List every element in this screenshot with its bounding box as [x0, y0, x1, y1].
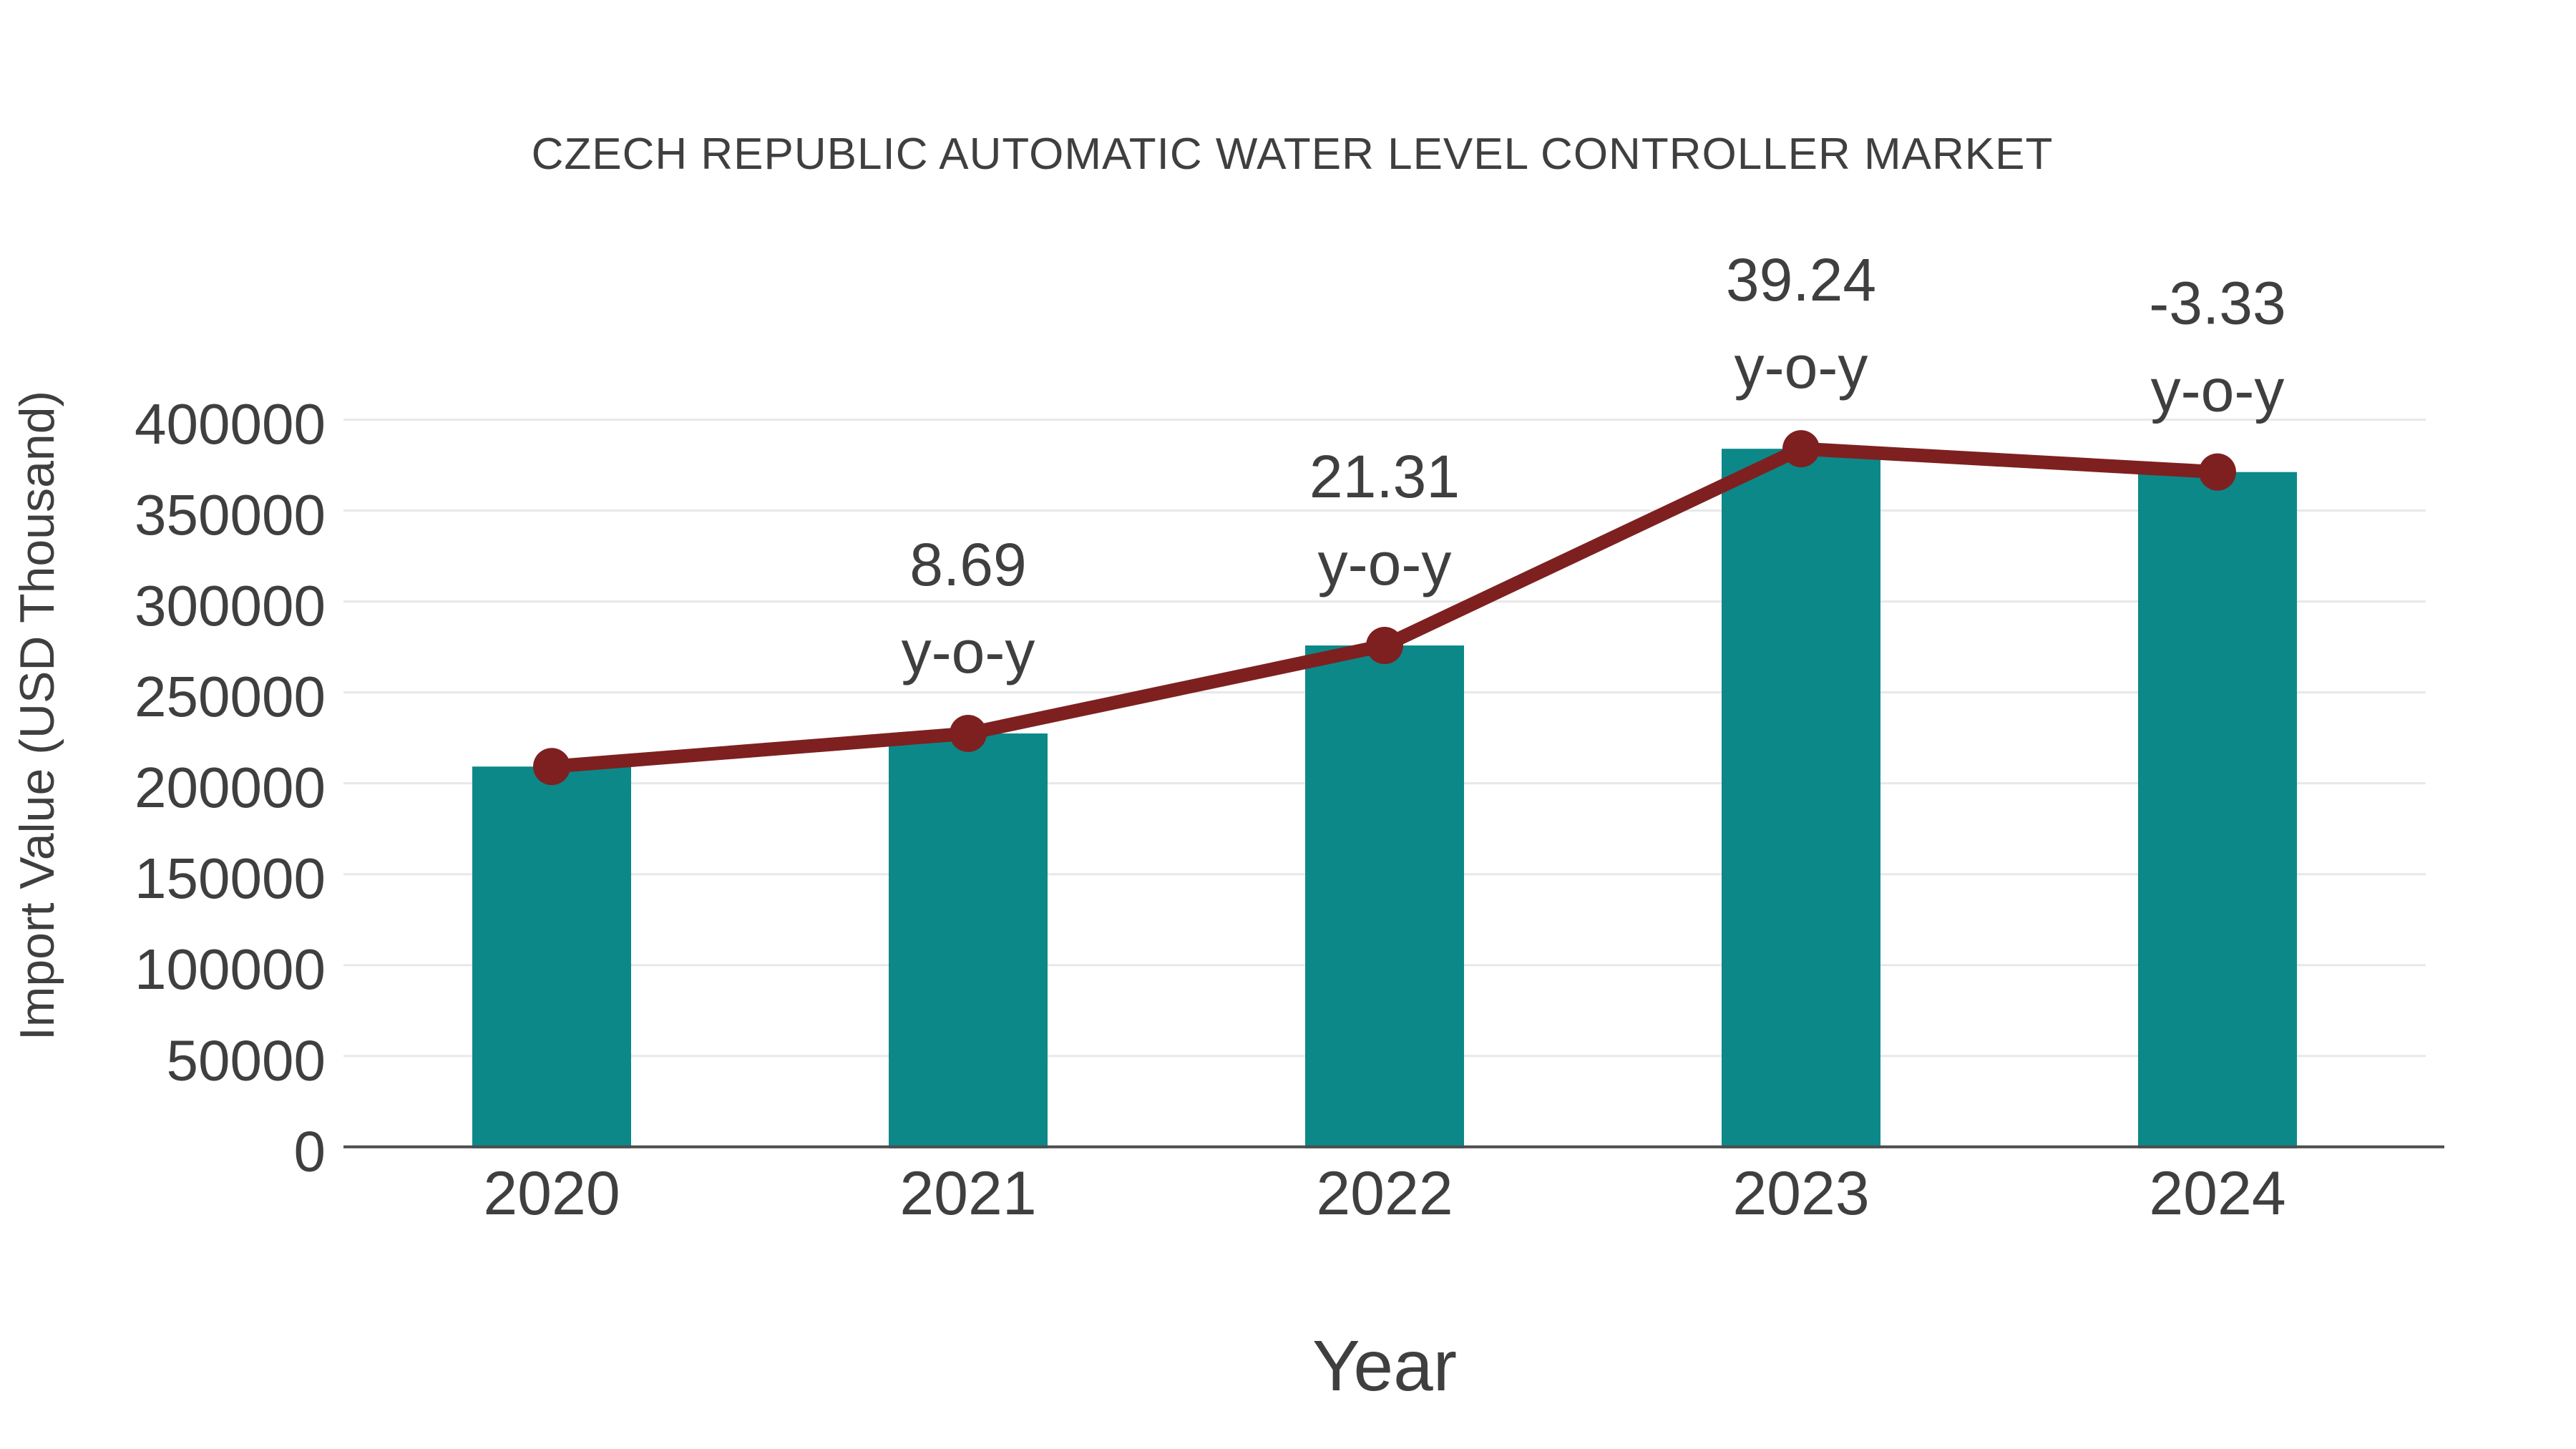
y-tick-label: 250000 [135, 665, 326, 728]
annotation-suffix-2021: y-o-y [902, 618, 1035, 686]
y-tick-label: 50000 [167, 1028, 326, 1092]
y-tick-label: 200000 [135, 756, 326, 819]
marker-2024 [2199, 453, 2236, 491]
x-tick-label: 2022 [1316, 1159, 1453, 1228]
bar-2022 [1305, 645, 1464, 1148]
x-axis-title: Year [1312, 1326, 1458, 1406]
y-tick-label: 0 [294, 1119, 326, 1183]
annotation-suffix-2024: y-o-y [2151, 357, 2285, 424]
y-tick-label: 300000 [135, 574, 326, 638]
annotation-suffix-2022: y-o-y [1318, 530, 1452, 597]
annotation-value-2023: 39.24 [1726, 246, 1876, 313]
annotation-value-2021: 8.69 [909, 531, 1027, 598]
marker-2022 [1366, 627, 1403, 665]
marker-2021 [950, 715, 987, 753]
annotation-value-2022: 21.31 [1309, 443, 1460, 510]
bar-2021 [889, 733, 1048, 1148]
y-tick-label: 150000 [135, 847, 326, 910]
marker-2023 [1782, 430, 1820, 468]
x-tick-label: 2023 [1732, 1159, 1869, 1228]
bar-2024 [2138, 472, 2297, 1148]
y-tick-label: 400000 [135, 392, 326, 456]
y-tick-label: 100000 [135, 937, 326, 1001]
bar-2023 [1722, 449, 1880, 1148]
marker-2020 [533, 748, 570, 786]
y-tick-label: 350000 [135, 483, 326, 547]
annotation-suffix-2023: y-o-y [1735, 333, 1868, 401]
x-tick-label: 2020 [483, 1159, 620, 1228]
bar-2020 [472, 766, 631, 1148]
x-tick-label: 2021 [899, 1159, 1036, 1228]
annotation-value-2024: -3.33 [2149, 270, 2285, 337]
chart-title: CZECH REPUBLIC AUTOMATIC WATER LEVEL CON… [531, 130, 2054, 179]
x-tick-label: 2024 [2149, 1159, 2285, 1228]
